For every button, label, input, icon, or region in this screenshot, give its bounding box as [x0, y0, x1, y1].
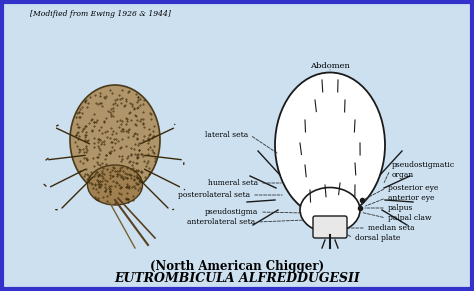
Text: Abdomen: Abdomen [310, 62, 350, 70]
Text: EUTROMBICULA ALFREDDUGESII: EUTROMBICULA ALFREDDUGESII [114, 272, 360, 285]
Text: anterolateral seta: anterolateral seta [187, 218, 255, 226]
Ellipse shape [88, 165, 143, 205]
Ellipse shape [300, 187, 360, 233]
Text: palpus: palpus [388, 204, 413, 212]
Text: palpal claw: palpal claw [388, 214, 431, 222]
Text: dorsal plate: dorsal plate [355, 234, 401, 242]
Text: humeral seta: humeral seta [208, 179, 258, 187]
FancyBboxPatch shape [2, 2, 472, 289]
Ellipse shape [70, 85, 160, 195]
Text: lateral seta: lateral seta [205, 131, 248, 139]
FancyBboxPatch shape [313, 216, 347, 238]
Text: pseudostigmatic
organ: pseudostigmatic organ [392, 162, 455, 179]
Ellipse shape [275, 72, 385, 217]
Text: anterior eye: anterior eye [388, 194, 435, 202]
Text: [Modified from Ewing 1926 & 1944]: [Modified from Ewing 1926 & 1944] [30, 10, 171, 18]
Text: (North American Chigger): (North American Chigger) [150, 260, 324, 273]
Text: posterolateral seta: posterolateral seta [178, 191, 250, 199]
Text: posterior eye: posterior eye [388, 184, 438, 192]
Text: median seta: median seta [368, 224, 415, 232]
Text: pseudostigma: pseudostigma [205, 208, 258, 216]
